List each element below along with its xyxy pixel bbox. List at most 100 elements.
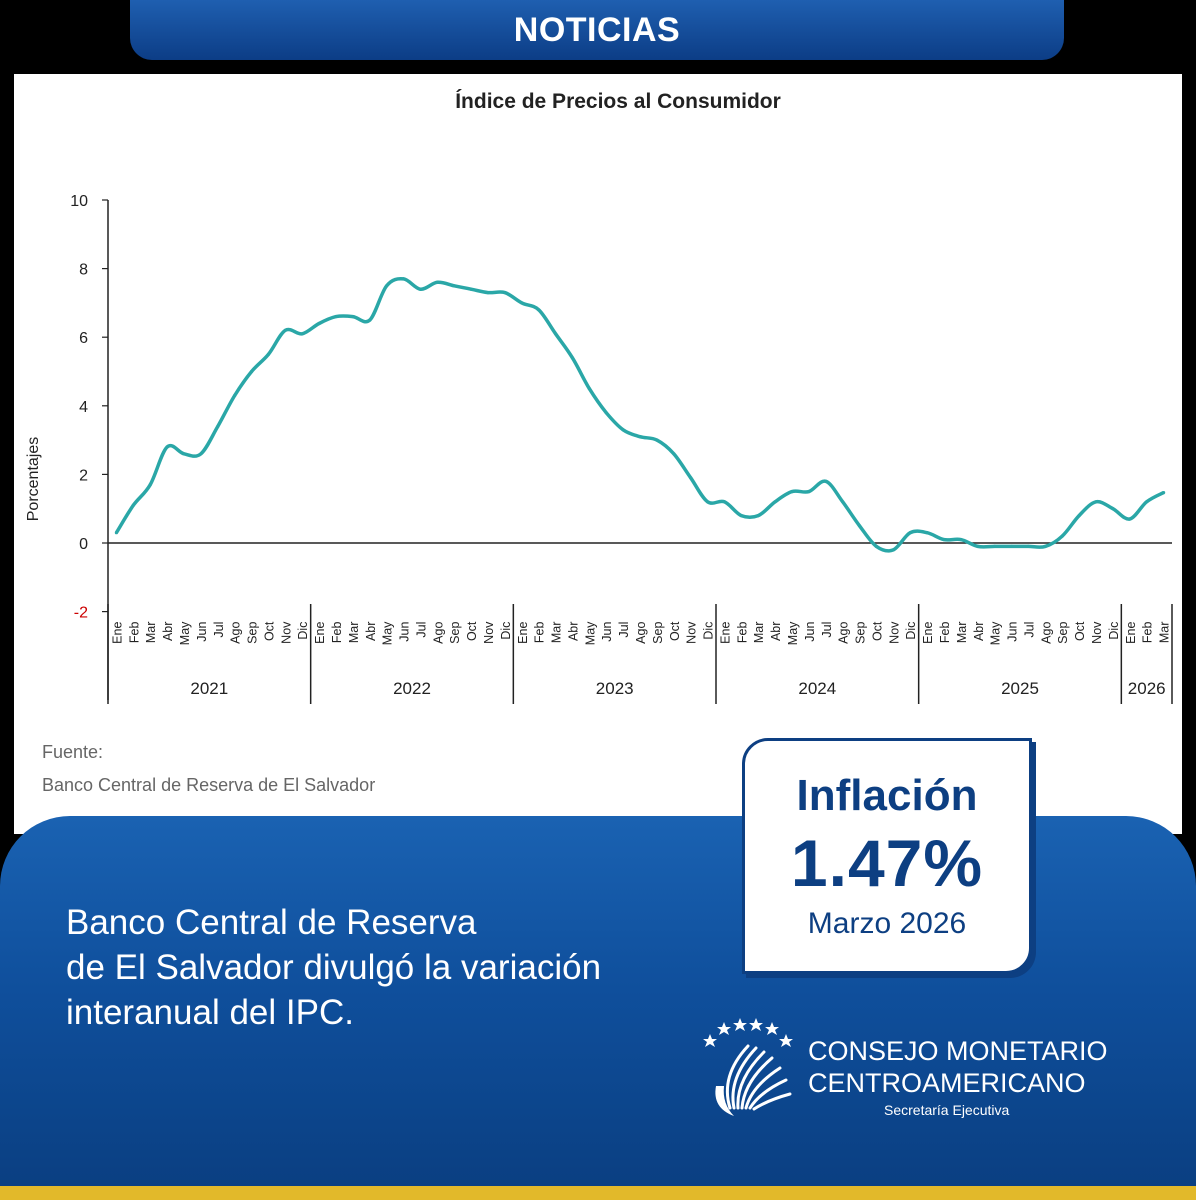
x-month-label: Feb xyxy=(938,622,952,644)
data-point xyxy=(250,369,254,374)
x-month-label: Mar xyxy=(550,622,564,644)
data-point xyxy=(385,284,389,288)
data-point xyxy=(334,315,338,319)
logo-text-line1: CONSEJO MONETARIO xyxy=(808,1036,1108,1066)
data-point xyxy=(452,284,456,288)
data-point xyxy=(993,544,997,548)
x-month-label: May xyxy=(583,621,597,645)
data-point xyxy=(790,490,794,494)
data-point xyxy=(402,277,406,281)
data-point xyxy=(368,318,372,322)
data-point xyxy=(469,287,473,291)
inflation-card: Inflación 1.47% Marzo 2026 xyxy=(742,738,1032,974)
data-point xyxy=(824,479,828,483)
x-month-label: Feb xyxy=(735,622,749,644)
inflation-value: 1.47% xyxy=(790,826,984,900)
data-point xyxy=(925,531,929,535)
data-point xyxy=(435,280,439,284)
x-month-label: Nov xyxy=(279,621,293,644)
cmca-logo: CONSEJO MONETARIO CENTROAMERICANO Secret… xyxy=(700,1016,1120,1126)
data-point xyxy=(756,514,760,518)
chart-title: Índice de Precios al Consumidor xyxy=(455,90,781,113)
x-month-label: Feb xyxy=(330,622,344,644)
x-month-label: Feb xyxy=(533,622,547,644)
x-month-label: Ago xyxy=(634,622,648,644)
data-point xyxy=(773,500,777,504)
data-point xyxy=(689,476,693,480)
x-month-label: Feb xyxy=(1141,622,1155,644)
y-tick-label: 6 xyxy=(79,330,88,347)
inflation-date: Marzo 2026 xyxy=(807,907,967,940)
data-point xyxy=(537,308,541,312)
x-month-label: Oct xyxy=(668,621,682,641)
x-month-label: Ene xyxy=(110,622,124,644)
x-month-label: Nov xyxy=(887,621,901,644)
x-year-label: 2021 xyxy=(190,679,228,698)
y-tick-label: 0 xyxy=(79,536,88,553)
data-point xyxy=(638,435,642,439)
axes xyxy=(102,199,1173,704)
data-point xyxy=(520,301,524,305)
data-point xyxy=(807,490,811,494)
x-month-label: Sep xyxy=(1056,622,1070,644)
x-month-label: Abr xyxy=(364,622,378,641)
x-month-label: Ago xyxy=(431,622,445,644)
data-point xyxy=(554,332,558,336)
data-point xyxy=(1043,544,1047,548)
data-point xyxy=(351,315,355,319)
source-text: Banco Central de Reserva de El Salvador xyxy=(42,775,375,795)
x-month-label: Mar xyxy=(955,622,969,644)
x-month-label: May xyxy=(178,621,192,645)
data-point xyxy=(1162,491,1166,495)
data-point xyxy=(1060,534,1064,538)
data-point xyxy=(604,411,608,415)
data-point xyxy=(182,452,186,456)
x-month-label: Oct xyxy=(870,621,884,641)
x-month-label: Nov xyxy=(482,621,496,644)
data-point xyxy=(199,452,203,456)
description-line: de El Salvador divulgó la variación xyxy=(66,948,602,987)
x-month-label: Jul xyxy=(212,622,226,638)
data-point xyxy=(858,524,862,528)
y-tick-label: 10 xyxy=(70,193,88,210)
x-month-label: Ene xyxy=(718,622,732,644)
description-line: interanual del IPC. xyxy=(66,993,354,1032)
data-point xyxy=(942,538,946,542)
x-year-label: 2023 xyxy=(596,679,634,698)
x-month-label: Jun xyxy=(600,622,614,642)
source-label: Fuente: xyxy=(42,742,103,762)
data-point xyxy=(1010,544,1014,548)
x-year-label: 2022 xyxy=(393,679,431,698)
x-month-label: Nov xyxy=(685,621,699,644)
x-month-label: Oct xyxy=(465,621,479,641)
x-month-label: Ene xyxy=(1124,622,1138,644)
data-point xyxy=(283,328,287,332)
data-point xyxy=(216,424,220,428)
header-title: NOTICIAS xyxy=(513,10,681,49)
ipc-line-chart: Índice de Precios al Consumidor Porcenta… xyxy=(25,90,1173,795)
data-point xyxy=(891,548,895,552)
x-month-label: Abr xyxy=(161,622,175,641)
x-month-label: Jul xyxy=(617,622,631,638)
x-month-label: Sep xyxy=(246,622,260,644)
x-month-label: Oct xyxy=(262,621,276,641)
x-month-label: Sep xyxy=(448,622,462,644)
data-point xyxy=(1094,500,1098,504)
x-month-label: Sep xyxy=(651,622,665,644)
data-point xyxy=(841,500,845,504)
x-month-label: Nov xyxy=(1090,621,1104,644)
data-point xyxy=(165,445,169,449)
x-month-label: Ene xyxy=(921,622,935,644)
x-month-label: May xyxy=(989,621,1003,645)
x-month-label: Ago xyxy=(837,622,851,644)
gold-stripe xyxy=(0,1186,1196,1200)
x-month-label: Jul xyxy=(414,622,428,638)
x-month-label: Mar xyxy=(144,622,158,644)
data-point xyxy=(233,393,237,398)
x-month-label: Jul xyxy=(1022,622,1036,638)
x-month-label: Ene xyxy=(516,622,530,644)
y-tick-label: 2 xyxy=(79,467,88,484)
data-point xyxy=(486,291,490,295)
description-line: Banco Central de Reserva xyxy=(66,903,477,942)
